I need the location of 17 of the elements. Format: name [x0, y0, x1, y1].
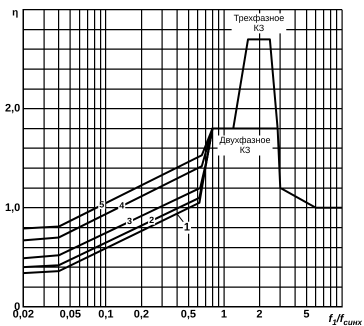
y-tick-label: 2,0	[4, 102, 20, 115]
x-tick-label: 1	[220, 308, 227, 320]
series-label: 1	[184, 222, 190, 234]
x-tick-label: 0,05	[60, 308, 81, 320]
series-label: 2	[149, 215, 154, 226]
x-tick-label: 2	[256, 308, 263, 320]
x-tick-label: 0,2	[134, 308, 150, 320]
y-axis-title: η	[12, 7, 18, 18]
y-tick-label: 1,0	[4, 202, 20, 214]
series-label: Трехфазное КЗ	[234, 12, 284, 33]
x-tick-label: 0,1	[98, 308, 114, 320]
series-label: 5	[99, 200, 104, 210]
series-label: 4	[119, 200, 124, 211]
series-label: Двухфазное КЗ	[220, 134, 271, 155]
series-label: 3	[127, 216, 132, 226]
x-tick-label: 5	[303, 308, 310, 320]
x-tick-label: 0,5	[180, 308, 196, 320]
